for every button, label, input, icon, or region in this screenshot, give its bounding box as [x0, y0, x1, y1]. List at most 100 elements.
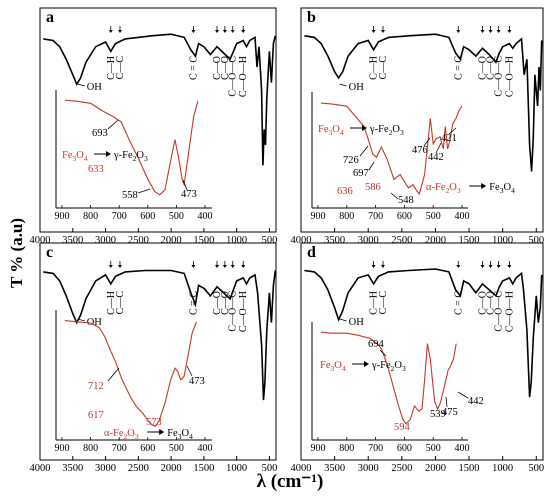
x-tick-label: 3000	[358, 463, 379, 474]
peak-label: C—O	[212, 56, 223, 80]
x-tick-label: 2500	[128, 463, 149, 474]
inset-curve-d	[320, 331, 457, 425]
peak-annotation: 473	[181, 189, 197, 200]
peak-annotation: 617	[88, 410, 104, 421]
peak-annotation: 558	[122, 190, 138, 201]
x-tick-label: 2000	[161, 235, 182, 246]
peak-label: C—H	[369, 291, 380, 315]
x-tick-label: 500	[528, 235, 544, 246]
peak-label-oh: OH	[87, 317, 103, 328]
inset-curve-a	[64, 99, 199, 196]
peak-label: C—O—C	[494, 56, 505, 97]
peak-label: C—C	[115, 56, 126, 80]
x-tick-label: 2500	[391, 235, 412, 246]
x-tick-label: 1000	[226, 235, 247, 246]
main-spectrum-c	[43, 269, 277, 401]
peak-annotation: 697	[353, 168, 369, 179]
x-tick-label: 2500	[128, 235, 149, 246]
x-tick-label: 3500	[62, 235, 83, 246]
panel-letter-d: d	[307, 244, 316, 261]
inset-tick-label: 400	[198, 211, 213, 222]
x-tick-label: 3500	[324, 235, 345, 246]
peak-label: C—O—H	[238, 291, 249, 332]
x-tick-label: 1500	[459, 463, 480, 474]
main-spectrum-a	[43, 33, 277, 166]
peak-label: C—O	[478, 291, 489, 315]
x-tick-label: 2000	[425, 235, 446, 246]
x-axis-label: λ (cm⁻¹)	[256, 471, 324, 492]
annotation-leader	[186, 365, 193, 377]
inset-tick-label: 500	[426, 443, 441, 454]
peak-annotation: 548	[398, 195, 414, 206]
panel-letter-c: c	[46, 244, 53, 261]
peak-annotation: 539	[430, 409, 446, 420]
x-tick-label: 4000	[30, 463, 51, 474]
annotation-leader	[359, 145, 369, 157]
x-tick-label: 3500	[324, 463, 345, 474]
peak-label: C—O	[212, 291, 223, 315]
peak-label: C—H	[106, 291, 117, 315]
x-tick-label: 1500	[459, 235, 480, 246]
annotation-leader	[182, 179, 188, 191]
phase-c-to: Fe3O4	[167, 428, 193, 441]
peak-label-oh: OH	[349, 317, 365, 328]
panel-frame-a	[39, 7, 277, 233]
panel-letter-b: b	[307, 9, 316, 26]
inset-tick-label: 600	[140, 443, 155, 454]
phase-d-to: γ-Fe2O3	[371, 360, 406, 373]
inset-tick-label: 400	[198, 443, 213, 454]
panel-frame-c	[39, 242, 277, 461]
annotation-leader	[457, 391, 469, 399]
peak-label: C = C	[453, 56, 464, 80]
inset-tick-label: 500	[169, 211, 184, 222]
inset-tick-label: 500	[426, 211, 441, 222]
phase-c-from: α-Fe2O3	[104, 428, 139, 441]
x-tick-label: 500	[528, 463, 544, 474]
x-tick-label: 1000	[492, 235, 513, 246]
x-tick-label: 500	[262, 463, 278, 474]
inset-tick-label: 800	[83, 211, 98, 222]
annotation-leader	[390, 192, 399, 200]
panel-frame-b	[300, 7, 544, 233]
inset-tick-label: 700	[112, 443, 127, 454]
annotation-leader	[435, 142, 442, 154]
peak-annotation: 586	[365, 182, 381, 193]
x-tick-label: 500	[262, 235, 278, 246]
main-spectrum-d	[304, 268, 543, 398]
peak-label: C—O	[486, 56, 497, 80]
inset-tick-label: 800	[83, 443, 98, 454]
inset-tick-label: 700	[368, 211, 383, 222]
peak-annotation: 726	[343, 155, 359, 166]
x-tick-label: 1500	[193, 463, 214, 474]
x-tick-label: 3500	[62, 463, 83, 474]
inset-tick-label: 700	[112, 211, 127, 222]
inset-tick-label: 800	[339, 443, 354, 454]
annotation-leader	[137, 188, 151, 194]
x-tick-label: 3000	[95, 235, 116, 246]
peak-annotation: 633	[88, 164, 104, 175]
phase-a-to: γ-Fe2O3	[113, 150, 148, 163]
annotation-leader	[448, 127, 457, 135]
annotation-leader	[423, 137, 431, 147]
x-tick-label: 1500	[193, 235, 214, 246]
phase-b2-from: α-Fe2O3	[426, 182, 461, 195]
peak-label: C—O—H	[238, 56, 249, 97]
inset-tick-label: 800	[339, 211, 354, 222]
peak-annotation: 476	[412, 145, 428, 156]
inset-tick-label: 600	[140, 211, 155, 222]
annotation-leader	[379, 349, 387, 357]
peak-label: C—O—H	[504, 291, 515, 332]
peak-label: C—O—H	[504, 56, 515, 97]
inset-tick-label: 400	[455, 211, 470, 222]
inset-tick-label: 900	[311, 211, 326, 222]
inset-curve-b	[320, 102, 463, 195]
peak-label: C—O—C	[228, 56, 239, 97]
y-axis-label: T % (a.u)	[7, 217, 26, 289]
phase-d-from: Fe3O4	[320, 360, 346, 373]
peak-label: C = C	[188, 291, 199, 315]
peak-annotation: 442	[468, 396, 484, 407]
x-tick-label: 4000	[291, 463, 312, 474]
peak-annotation: 712	[88, 381, 104, 392]
peak-annotation: 594	[394, 422, 411, 433]
